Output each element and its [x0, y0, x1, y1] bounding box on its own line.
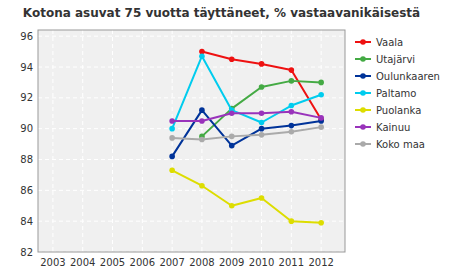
series-point	[169, 126, 175, 132]
series-point	[199, 183, 205, 189]
x-grid-line	[112, 30, 113, 252]
data-layer	[169, 49, 324, 226]
series-point	[318, 92, 324, 98]
legend-label: Oulunkaaren	[376, 71, 440, 82]
y-tick-label: 88	[20, 154, 33, 165]
y-tick-label: 82	[20, 247, 33, 258]
series	[169, 107, 324, 159]
series	[169, 53, 324, 131]
x-tick-label: 2004	[70, 257, 95, 268]
series-point	[289, 218, 295, 224]
y-tick-label: 96	[20, 31, 33, 42]
x-grid-line	[321, 30, 322, 252]
y-grid-line	[38, 97, 345, 98]
y-grid-line	[38, 67, 345, 68]
legend-marker	[360, 107, 366, 113]
series-line	[202, 52, 321, 120]
legend-label: Utajärvi	[376, 54, 415, 65]
series-point	[318, 80, 324, 86]
series-point	[259, 132, 265, 138]
x-tick-label: 2006	[130, 257, 155, 268]
x-tick-label: 2003	[40, 257, 65, 268]
grid	[38, 30, 345, 252]
series-point	[199, 137, 205, 143]
chart-container: Kotona asuvat 75 vuotta täyttäneet, % va…	[0, 0, 450, 280]
y-tick-label: 90	[20, 123, 33, 134]
x-grid-line	[82, 30, 83, 252]
plot-frame	[38, 30, 345, 252]
legend-label: Kainuu	[376, 122, 410, 133]
chart-svg: Kotona asuvat 75 vuotta täyttäneet, % va…	[0, 0, 450, 280]
series-point	[229, 110, 235, 116]
series-line	[172, 112, 321, 121]
series-point	[229, 56, 235, 62]
y-grid-line	[38, 128, 345, 129]
legend-marker	[360, 90, 366, 96]
series-point	[169, 135, 175, 141]
legend-marker	[360, 56, 366, 62]
series-point	[259, 61, 265, 67]
legend-label: Vaala	[376, 37, 403, 48]
series-point	[229, 203, 235, 209]
series-point	[289, 67, 295, 73]
x-tick-label: 2009	[219, 257, 244, 268]
x-grid-line	[52, 30, 53, 252]
legend-marker	[360, 39, 366, 45]
series-point	[259, 84, 265, 90]
series-point	[169, 118, 175, 124]
series-point	[289, 129, 295, 135]
y-tick-label: 94	[20, 62, 33, 73]
series-point	[318, 115, 324, 121]
legend-label: Koko maa	[376, 139, 425, 150]
series-point	[259, 110, 265, 116]
series	[169, 124, 324, 142]
series	[169, 167, 324, 225]
legend-marker	[360, 141, 366, 147]
y-tick-label: 84	[20, 216, 33, 227]
legend-marker	[360, 73, 366, 79]
legend-label: Paltamo	[376, 88, 416, 99]
chart-title: Kotona asuvat 75 vuotta täyttäneet, % va…	[23, 6, 420, 20]
series-point	[289, 78, 295, 84]
series-point	[169, 154, 175, 160]
series-point	[289, 103, 295, 109]
y-tick-label: 86	[20, 185, 33, 196]
x-tick-label: 2010	[249, 257, 274, 268]
y-grid-line	[38, 36, 345, 37]
series-point	[259, 120, 265, 126]
series-line	[172, 56, 321, 128]
plot-background	[38, 30, 345, 252]
x-grid-line	[231, 30, 232, 252]
y-grid-line	[38, 159, 345, 160]
x-grid-line	[142, 30, 143, 252]
x-tick-label: 2005	[100, 257, 125, 268]
series-point	[318, 124, 324, 130]
x-tick-label: 2011	[279, 257, 304, 268]
series-point	[259, 195, 265, 201]
series-point	[289, 123, 295, 129]
legend-marker	[360, 124, 366, 130]
series-point	[229, 143, 235, 149]
series-point	[199, 53, 205, 59]
series-point	[169, 167, 175, 173]
x-tick-label: 2008	[189, 257, 214, 268]
legend-label: Puolanka	[376, 105, 421, 116]
y-grid-line	[38, 190, 345, 191]
series-line	[172, 127, 321, 139]
series-point	[199, 118, 205, 124]
x-tick-label: 2007	[159, 257, 184, 268]
series-line	[172, 170, 321, 222]
series-point	[229, 134, 235, 140]
series-point	[289, 109, 295, 115]
x-grid-line	[172, 30, 173, 252]
x-tick-label: 2012	[308, 257, 333, 268]
series-point	[318, 220, 324, 226]
legend: Vaala Utajärvi Oulunkaaren Paltamo Puolanka K…	[355, 37, 440, 150]
series-point	[259, 126, 265, 132]
series	[169, 109, 324, 124]
y-tick-label: 92	[20, 92, 33, 103]
series-point	[199, 107, 205, 113]
